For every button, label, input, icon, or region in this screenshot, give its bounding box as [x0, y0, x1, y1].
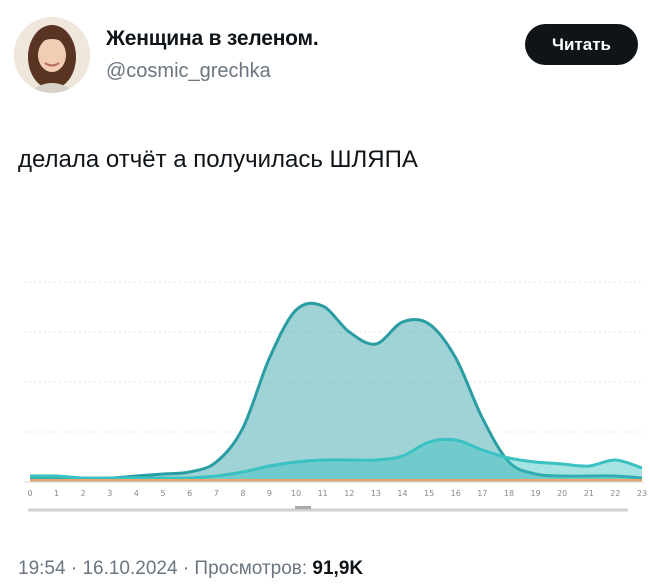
series-area-1	[30, 303, 642, 482]
x-tick-label: 4	[134, 489, 139, 498]
x-tick-label: 5	[160, 489, 165, 498]
tweet-meta: 19:54 · 16.10.2024 · Просмотров: 91,9K	[18, 558, 363, 580]
x-tick-label: 12	[344, 489, 354, 498]
x-tick-label: 9	[267, 489, 272, 498]
x-tick-label: 11	[318, 489, 328, 498]
author-name[interactable]: Женщина в зеленом.	[106, 27, 319, 50]
scrollbar-thumb[interactable]	[295, 506, 311, 509]
avatar-photo	[14, 17, 90, 93]
x-tick-label: 2	[81, 489, 86, 498]
x-tick-label: 10	[291, 489, 301, 498]
x-tick-label: 1	[54, 489, 59, 498]
x-tick-label: 23	[637, 489, 647, 498]
series-line-1	[30, 301, 643, 480]
tweet-time[interactable]: 19:54	[18, 558, 66, 579]
x-tick-label: 16	[451, 489, 461, 498]
x-tick-label: 19	[530, 489, 540, 498]
x-tick-label: 22	[610, 489, 620, 498]
x-tick-label: 17	[477, 489, 487, 498]
x-tick-label: 3	[107, 489, 112, 498]
views-count[interactable]: 91,9K	[312, 558, 364, 579]
chart-series	[24, 301, 644, 483]
follow-button[interactable]: Читать	[525, 24, 638, 65]
tweet-date[interactable]: 16.10.2024	[82, 558, 178, 579]
author-handle[interactable]: @cosmic_grechka	[106, 60, 271, 82]
x-tick-label: 13	[371, 489, 381, 498]
x-tick-label: 14	[397, 489, 407, 498]
chart-x-ticks: 0 1 2 3 4 5 6 7 8 9 10 11 12 13 14 15 16 17 18 19 20 21 22 23	[27, 489, 647, 498]
x-tick-label: 6	[187, 489, 192, 498]
views-label: Просмотров:	[194, 558, 308, 579]
avatar[interactable]	[14, 17, 90, 93]
chart-scrollbar	[28, 506, 628, 512]
x-tick-label: 7	[214, 489, 219, 498]
meta-separator: ·	[70, 558, 78, 579]
x-tick-label: 15	[424, 489, 434, 498]
series-line-2	[29, 437, 643, 480]
x-tick-label: 21	[584, 489, 594, 498]
chart-image[interactable]: 0 1 2 3 4 5 6 7 8 9 10 11 12 13 14 15 16 17 18 19 20 21 22 23	[0, 190, 650, 530]
meta-separator: ·	[182, 558, 190, 579]
chart-grid	[24, 281, 644, 433]
tweet-text: делала отчёт а получилась ШЛЯПА	[18, 146, 418, 173]
x-tick-label: 18	[504, 489, 514, 498]
x-tick-label: 20	[557, 489, 567, 498]
x-tick-label: 8	[240, 489, 245, 498]
x-tick-label: 0	[27, 489, 32, 498]
